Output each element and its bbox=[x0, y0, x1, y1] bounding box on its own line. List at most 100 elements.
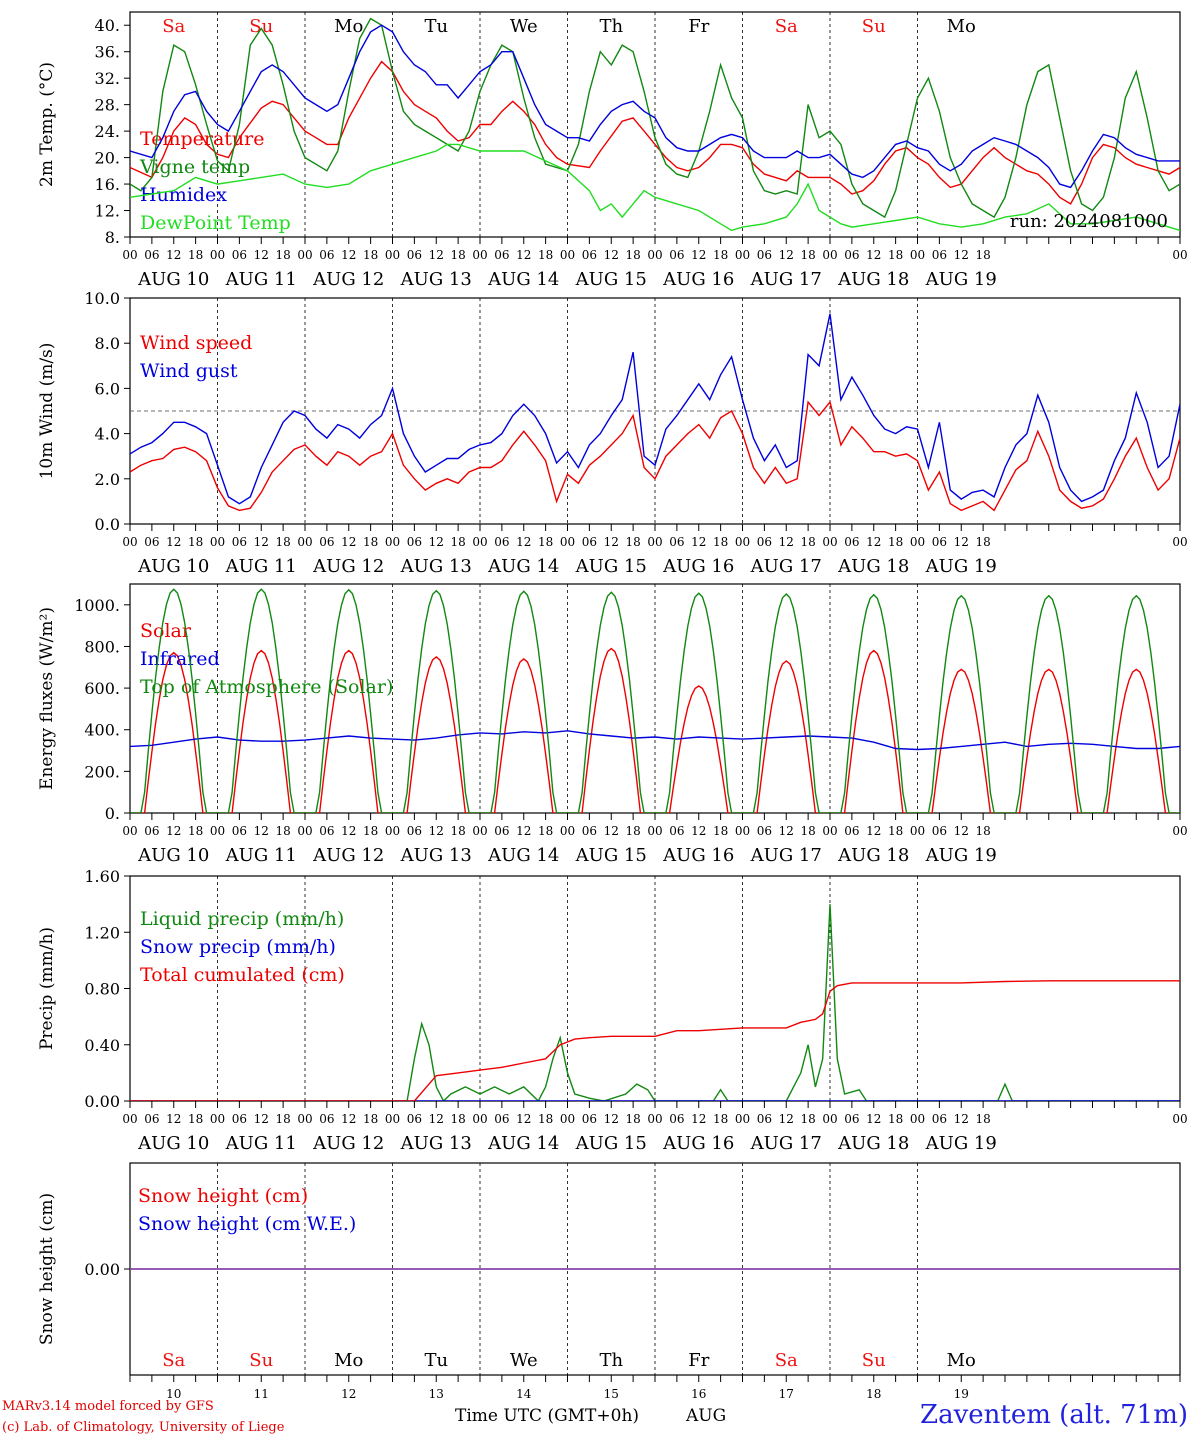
x-hour-label: 12 bbox=[866, 824, 881, 838]
x-day-number: 12 bbox=[341, 1387, 356, 1401]
x-hour-label: 18 bbox=[450, 824, 465, 838]
x-hour-label: 12 bbox=[254, 1112, 269, 1126]
x-hour-label: 06 bbox=[494, 824, 509, 838]
x-hour-label: 00 bbox=[560, 1112, 575, 1126]
legend-entry: Vigne temp bbox=[139, 156, 250, 178]
y-tick-label: 36. bbox=[95, 43, 120, 62]
x-hour-label: 12 bbox=[341, 248, 356, 262]
x-hour-label: 00 bbox=[910, 1112, 925, 1126]
x-hour-label: 12 bbox=[954, 824, 969, 838]
x-hour-label: 00 bbox=[210, 824, 225, 838]
x-hour-label: 06 bbox=[232, 1112, 247, 1126]
legend-entry: Liquid precip (mm/h) bbox=[140, 908, 344, 930]
x-hour-label: 18 bbox=[625, 535, 640, 549]
x-hour-label: 12 bbox=[866, 1112, 881, 1126]
x-hour-label: 00 bbox=[210, 248, 225, 262]
x-hour-label: 12 bbox=[691, 1112, 706, 1126]
x-hour-label: 06 bbox=[319, 248, 334, 262]
x-hour-label: 00 bbox=[822, 248, 837, 262]
x-hour-label: 00 bbox=[1172, 824, 1187, 838]
y-tick-label: 6.0 bbox=[95, 379, 120, 398]
x-hour-label: 00 bbox=[297, 1112, 312, 1126]
x-hour-label: 12 bbox=[429, 1112, 444, 1126]
x-hour-label: 12 bbox=[516, 248, 531, 262]
x-date-label: AUG 14 bbox=[487, 1133, 559, 1154]
x-hour-label: 06 bbox=[144, 248, 159, 262]
x-hour-label: 18 bbox=[800, 824, 815, 838]
x-hour-label: 12 bbox=[254, 535, 269, 549]
x-hour-label: 18 bbox=[713, 824, 728, 838]
x-date-label: AUG 10 bbox=[137, 269, 209, 290]
weekday-label: Sa bbox=[162, 16, 185, 37]
y-tick-label: 1.20 bbox=[84, 923, 120, 942]
x-hour-label: 06 bbox=[407, 535, 422, 549]
x-hour-label: 06 bbox=[582, 248, 597, 262]
x-hour-label: 18 bbox=[188, 1112, 203, 1126]
y-tick-label: 8.0 bbox=[95, 334, 120, 353]
x-hour-label: 06 bbox=[669, 824, 684, 838]
x-hour-label: 12 bbox=[166, 824, 181, 838]
x-hour-label: 18 bbox=[275, 248, 290, 262]
x-day-number: 18 bbox=[866, 1387, 881, 1401]
x-hour-label: 12 bbox=[779, 535, 794, 549]
x-hour-label: 00 bbox=[560, 248, 575, 262]
x-hour-label: 00 bbox=[735, 824, 750, 838]
weekday-label: Su bbox=[249, 16, 273, 37]
x-hour-label: 18 bbox=[713, 535, 728, 549]
x-hour-label: 12 bbox=[691, 535, 706, 549]
x-hour-label: 12 bbox=[604, 248, 619, 262]
y-tick-label: 8. bbox=[105, 228, 120, 247]
x-date-label: AUG 15 bbox=[575, 269, 647, 290]
x-hour-label: 12 bbox=[516, 535, 531, 549]
legend-entry: Snow height (cm W.E.) bbox=[138, 1213, 356, 1235]
x-hour-label: 00 bbox=[647, 248, 662, 262]
x-hour-label: 06 bbox=[669, 535, 684, 549]
series-line bbox=[130, 24, 1180, 189]
x-hour-label: 12 bbox=[429, 824, 444, 838]
y-tick-label: 200. bbox=[84, 762, 120, 781]
x-hour-label: 12 bbox=[954, 535, 969, 549]
model-credit: MARv3.14 model forced by GFS bbox=[2, 1399, 214, 1414]
x-hour-label: 12 bbox=[691, 824, 706, 838]
x-day-number: 17 bbox=[779, 1387, 794, 1401]
x-hour-label: 12 bbox=[691, 248, 706, 262]
x-hour-label: 00 bbox=[910, 248, 925, 262]
weekday-label: We bbox=[510, 1350, 538, 1371]
x-date-label: AUG 17 bbox=[750, 845, 822, 866]
x-hour-label: 00 bbox=[822, 1112, 837, 1126]
x-date-label: AUG 12 bbox=[312, 845, 384, 866]
weekday-label: Sa bbox=[775, 16, 798, 37]
x-hour-label: 06 bbox=[582, 1112, 597, 1126]
x-hour-label: 00 bbox=[1172, 535, 1187, 549]
legend-entry: Top of Atmosphere (Solar) bbox=[140, 676, 393, 698]
y-tick-label: 600. bbox=[84, 679, 120, 698]
x-hour-label: 00 bbox=[385, 248, 400, 262]
y-tick-label: 0. bbox=[105, 804, 120, 823]
x-date-label: AUG 16 bbox=[662, 556, 734, 577]
series-line bbox=[130, 17, 1180, 219]
weekday-label: Sa bbox=[775, 1350, 798, 1371]
x-date-label: AUG 14 bbox=[487, 269, 559, 290]
x-date-label: AUG 13 bbox=[400, 556, 472, 577]
weekday-label: Mo bbox=[947, 16, 976, 37]
x-date-label: AUG 13 bbox=[400, 845, 472, 866]
x-hour-label: 06 bbox=[669, 1112, 684, 1126]
y-tick-label: 2.0 bbox=[95, 470, 120, 489]
x-hour-label: 12 bbox=[516, 824, 531, 838]
weekday-label: Su bbox=[249, 1350, 273, 1371]
y-tick-label: 0.00 bbox=[84, 1260, 120, 1279]
series-line bbox=[130, 400, 1180, 512]
x-date-label: AUG 19 bbox=[925, 556, 997, 577]
x-hour-label: 12 bbox=[604, 535, 619, 549]
x-date-label: AUG 17 bbox=[750, 269, 822, 290]
x-hour-label: 12 bbox=[779, 824, 794, 838]
x-hour-label: 06 bbox=[407, 1112, 422, 1126]
weekday-label: Tu bbox=[424, 1350, 448, 1371]
x-hour-label: 18 bbox=[975, 248, 990, 262]
month-label: AUG bbox=[686, 1406, 727, 1426]
x-hour-label: 12 bbox=[954, 1112, 969, 1126]
x-date-label: AUG 19 bbox=[925, 845, 997, 866]
x-hour-label: 00 bbox=[122, 824, 137, 838]
legend-entry: DewPoint Temp bbox=[140, 212, 291, 234]
